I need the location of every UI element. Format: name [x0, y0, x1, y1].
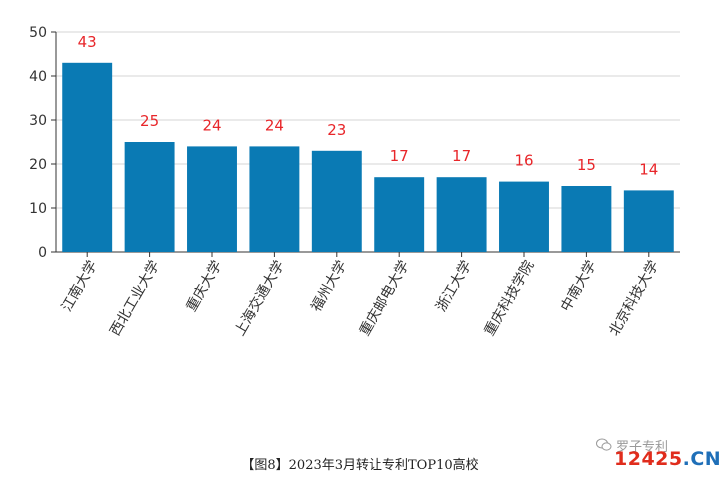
bar	[124, 142, 175, 252]
x-tick-label: 浙江大学	[433, 258, 475, 314]
x-tick-label: 西北工业大学	[107, 258, 163, 339]
watermark: 罗子专利 12425.CN	[592, 436, 720, 476]
y-tick-label: 10	[29, 201, 47, 217]
y-tick-label: 30	[29, 113, 47, 129]
bar-chart: 0 10 20 30 40 50 43 江南大学 25 西北工业大学 24 重庆大学 24 上海交通大学 2…	[29, 25, 680, 339]
bar	[436, 177, 487, 252]
x-tick-label: 上海交通大学	[231, 258, 288, 339]
x-tick-label: 重庆科技学院	[482, 258, 538, 339]
data-label: 24	[202, 116, 221, 134]
y-tick-label: 20	[29, 157, 47, 173]
data-label: 16	[514, 152, 533, 170]
x-tick-label: 江南大学	[59, 258, 101, 314]
bar	[374, 177, 425, 252]
x-tick-label: 重庆大学	[184, 258, 226, 314]
watermark-site-tld: .CN	[682, 448, 720, 470]
wechat-icon	[596, 438, 612, 451]
watermark-account: 罗子专利	[616, 440, 669, 455]
x-tick-label: 中南大学	[558, 258, 600, 314]
data-label: 15	[577, 156, 596, 174]
watermark-site: 12425.CN	[614, 448, 720, 470]
watermark-site-digits: 12425	[614, 448, 683, 470]
y-tick-label: 50	[29, 25, 47, 41]
bar	[311, 150, 362, 252]
data-label: 17	[390, 147, 409, 165]
bar	[187, 146, 237, 252]
data-label: 14	[639, 160, 658, 178]
data-label: 23	[327, 121, 346, 139]
y-tick-label: 40	[29, 69, 47, 85]
bar	[62, 62, 113, 252]
bar	[249, 146, 300, 252]
data-label: 24	[265, 116, 284, 134]
x-tick-label: 重庆邮电大学	[357, 258, 413, 339]
data-label: 25	[140, 112, 159, 130]
x-tick-label: 福州大学	[308, 258, 350, 314]
bar	[623, 190, 674, 252]
data-label: 17	[452, 147, 471, 165]
x-tick-label: 北京科技大学	[606, 258, 662, 339]
y-tick-label: 0	[38, 245, 47, 261]
chart-caption: 【图8】2023年3月转让专利TOP10高校	[241, 458, 479, 473]
bar	[499, 181, 549, 252]
data-label: 43	[78, 33, 97, 51]
bar	[561, 186, 612, 252]
